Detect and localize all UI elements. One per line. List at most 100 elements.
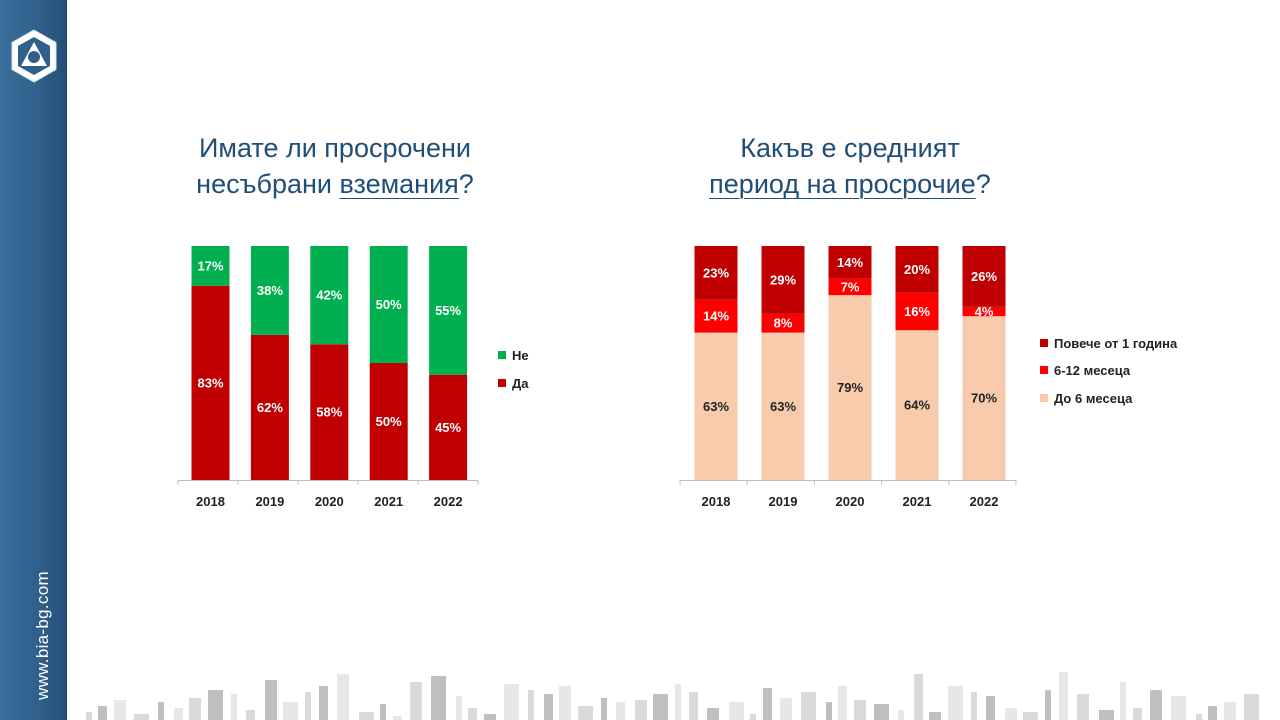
skyline-bar [528,690,534,720]
left-bar-2021-1 [369,246,408,363]
left-bar-2022-1 [429,246,468,375]
right-bar-2018-1 [694,299,738,333]
left-x-tick-2018: 2018 [196,494,225,509]
skyline-bar [914,674,923,720]
skyline-bar [544,694,553,720]
left-data-label-2021-1: 50% [376,297,402,312]
right-legend-swatch-1 [1040,366,1048,374]
right-bar-2019-2 [761,246,805,314]
skyline-bar [359,712,374,720]
left-data-label-2018-1: 17% [197,258,223,273]
left-x-tick-2019: 2019 [255,494,284,509]
left-x-tick-2020: 2020 [315,494,344,509]
right-bar-2018-2 [694,246,738,300]
right-data-label-2018-1: 14% [703,309,729,324]
skyline-bar [675,684,681,720]
left-bar-2020-1 [310,246,349,345]
left-title-qmark: ? [458,169,474,199]
skyline-bar [801,692,816,720]
left-chart-title: Имате ли просрочени несъбрани вземания? [150,130,520,202]
right-bar-2022-1 [962,306,1006,317]
left-legend-label-0: Не [512,348,529,363]
skyline-bar [1150,690,1162,720]
left-data-label-2019-1: 38% [257,283,283,298]
skyline-bar [898,710,904,720]
left-title-link: вземания [339,169,459,199]
left-legend-label-1: Да [512,376,529,391]
left-data-label-2020-0: 58% [316,405,342,420]
skyline-bar [929,712,941,720]
skyline-bar [1099,710,1114,720]
skyline-bar [559,686,571,720]
left-title-line1: Имате ли просрочени [199,133,471,163]
skyline-bar [504,684,519,720]
skyline-bar [114,700,126,720]
company-logo-icon [11,29,57,83]
right-title-link: период на просрочие [709,169,976,199]
right-bar-2019-1 [761,313,805,333]
skyline-bar [1244,694,1259,720]
right-data-label-2019-0: 63% [770,399,796,414]
skyline-bar [265,680,277,720]
right-x-tick-2021: 2021 [903,494,932,509]
right-x-tick-2019: 2019 [769,494,798,509]
skyline-bar [456,696,462,720]
skyline-bar [1045,690,1051,720]
brand-sidebar: www.bia-bg.com [0,0,67,720]
skyline-bar [468,708,477,720]
right-data-label-2019-2: 29% [770,272,796,287]
left-data-label-2019-0: 62% [257,400,283,415]
right-legend-label-0: Повече от 1 година [1054,336,1178,351]
skyline-bar [134,714,149,720]
right-legend-swatch-2 [1040,394,1048,402]
left-x-tick-2021: 2021 [374,494,403,509]
right-data-label-2022-2: 26% [971,269,997,284]
skyline-bar [971,692,977,720]
right-bar-2020-0 [828,295,872,480]
right-data-label-2018-0: 63% [703,399,729,414]
skyline-bar [635,700,647,720]
skyline-bar [484,714,496,720]
skyline-bar [393,716,402,720]
left-data-label-2018-0: 83% [197,375,223,390]
skyline-bar [410,682,422,720]
skyline-bar [380,704,386,720]
skyline-bar [174,708,183,720]
skyline-bar [431,676,446,720]
skyline-bar [1005,708,1017,720]
skyline-bar [1196,714,1202,720]
right-data-label-2020-0: 79% [837,380,863,395]
skyline-bar [1171,696,1186,720]
right-title-line2: период на просрочие? [640,166,1060,202]
skyline-bar [189,698,201,720]
right-chart-title: Какъв е средният период на просрочие? [640,130,1060,202]
left-bar-2019-1 [250,246,289,335]
left-title-line2: несъбрани вземания? [150,166,520,202]
skyline-bar [319,686,328,720]
right-data-label-2021-0: 64% [904,398,930,413]
skyline-bar [283,702,298,720]
skyline-bar [838,686,847,720]
right-bar-2020-2 [828,246,872,279]
left-data-label-2021-0: 50% [376,414,402,429]
skyline-bar [1077,694,1089,720]
right-legend-swatch-0 [1040,339,1048,347]
skyline-bar [780,698,792,720]
left-bar-2018-1 [191,246,230,286]
skyline-bar [874,704,889,720]
right-data-label-2021-1: 16% [904,304,930,319]
left-x-tick-2022: 2022 [434,494,463,509]
right-bar-2018-0 [694,332,738,480]
right-x-tick-2022: 2022 [970,494,999,509]
left-bar-2019-0 [250,334,289,480]
skyline-bar [601,698,607,720]
skyline-bar [231,694,237,720]
right-bar-2022-0 [962,316,1006,480]
skyline-bar [689,692,698,720]
right-data-label-2019-1: 8% [774,316,793,331]
skyline-bar [1133,708,1142,720]
left-title-line2-text: несъбрани [196,169,340,199]
right-bar-2021-0 [895,330,939,480]
skyline-bar [729,702,744,720]
